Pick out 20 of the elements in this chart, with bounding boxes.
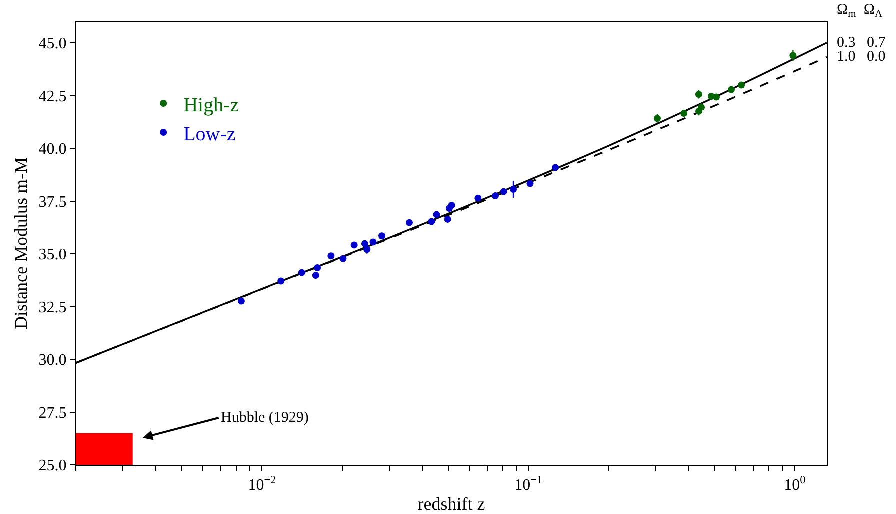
x-tick-label: 10$^{0}$ (784, 474, 806, 494)
y-tick-label: 25.0 (38, 458, 67, 475)
y-tick-label: 40.0 (38, 141, 67, 158)
legend-label: Low-z (184, 123, 236, 146)
y-tick-label: 37.5 (38, 194, 67, 211)
y-axis-title: Distance Modulus m-M (11, 158, 31, 330)
series-label: 0.3 0.7 (837, 35, 886, 51)
legend-label: High-z (184, 94, 240, 116)
legend-title: Ω$_{m}$ Ω$_{Λ}$ (837, 2, 883, 20)
series-label: 1.0 0.0 (837, 49, 886, 65)
y-tick-label: 45.0 (38, 36, 67, 53)
annotation: Hubble (1929) (221, 410, 309, 426)
y-tick-label: 35.0 (38, 246, 67, 264)
y-tick-label: 30.0 (38, 352, 67, 370)
x-tick-label: 10$^{−2}$ (248, 474, 276, 494)
y-tick-label: 32.5 (38, 299, 67, 316)
x-tick-label: 10$^{−1}$ (514, 474, 542, 494)
y-tick-label: 27.5 (38, 404, 67, 422)
x-axis-title: redshift z (418, 494, 486, 514)
y-tick-label: 42.5 (38, 88, 67, 106)
